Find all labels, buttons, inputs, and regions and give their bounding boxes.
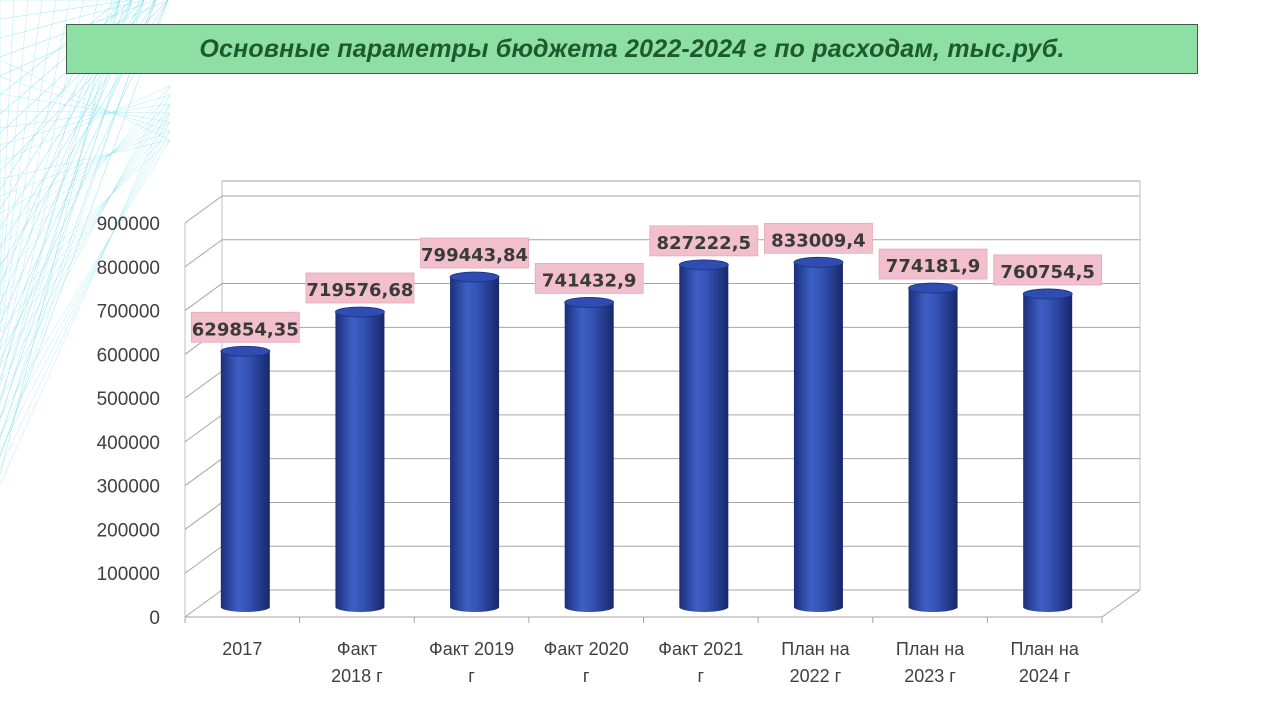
- grid-diagonal: [184, 239, 223, 268]
- y-tick-label: 200000: [97, 520, 160, 541]
- grid-diagonal: [184, 283, 223, 311]
- value-label: 799443,84: [421, 245, 528, 266]
- value-label-bg: [649, 225, 759, 257]
- y-tick-label: 300000: [97, 477, 160, 498]
- x-category-label: Факт 2021: [658, 639, 743, 659]
- bar-top: [449, 271, 500, 283]
- bar: [908, 288, 958, 612]
- x-category-label: План на: [1011, 639, 1080, 659]
- value-label: 833009,4: [771, 230, 866, 251]
- bar: [1023, 293, 1073, 612]
- grid-diagonal: [184, 370, 223, 399]
- x-category-label: 2022 г: [790, 666, 842, 686]
- grid-diagonal: [184, 545, 223, 574]
- x-category-label: Факт 2020: [544, 639, 629, 659]
- bar: [335, 311, 385, 612]
- bar-top: [793, 256, 844, 268]
- chart-title: Основные параметры бюджета 2022-2024 г п…: [199, 34, 1065, 63]
- y-tick-label: 100000: [97, 564, 160, 585]
- y-axis-ticks: 0 100000 200000 300000 400000 500000 600000 700…: [97, 214, 160, 629]
- x-category-label: План на: [896, 639, 965, 659]
- x-category-label: г: [698, 666, 705, 686]
- grid-diagonal: [184, 589, 223, 618]
- bar-top: [335, 306, 385, 318]
- x-category-label: 2017: [222, 639, 262, 659]
- x-category-label: 2018 г: [331, 666, 383, 686]
- grid-diagonal: [184, 502, 223, 530]
- bar-top: [908, 282, 958, 294]
- bar: [564, 302, 614, 612]
- bar-top: [1022, 288, 1073, 300]
- y-tick-label: 700000: [97, 302, 160, 323]
- value-label: 629854,35: [192, 319, 299, 340]
- x-axis-labels: 2017 Факт 2018 г Факт 2019 г Факт 2020 г Факт 2…: [184, 617, 1103, 686]
- value-labels: 629854,35 719576,68 799443,84 741432,9 82722…: [190, 222, 1103, 343]
- value-label: 741432,9: [542, 270, 637, 291]
- x-category-label: 2024 г: [1019, 666, 1071, 686]
- value-label-bg: [305, 272, 415, 304]
- y-tick-label: 800000: [97, 258, 160, 279]
- x-category-label: Факт 2019: [429, 639, 514, 659]
- bar: [793, 262, 843, 612]
- value-label-bg: [534, 263, 644, 294]
- bar: [450, 277, 500, 612]
- title-banner: Основные параметры бюджета 2022-2024 г п…: [66, 24, 1198, 74]
- bar: [220, 351, 270, 612]
- value-label-bg: [190, 311, 300, 343]
- grid-diagonal: [184, 195, 223, 224]
- bar-top: [564, 297, 615, 308]
- value-label-bg: [764, 222, 873, 254]
- grid-diagonal: [184, 414, 223, 443]
- bar: [679, 264, 729, 612]
- value-label-bg: [878, 248, 988, 280]
- x-category-label: г: [468, 666, 475, 686]
- value-label: 719576,68: [306, 280, 413, 301]
- y-tick-label: 600000: [97, 345, 160, 366]
- bar-top: [678, 259, 729, 271]
- value-label: 774181,9: [886, 256, 981, 277]
- value-label-bg: [420, 237, 529, 269]
- chart-bars: [220, 256, 1073, 612]
- grid-diagonal: [184, 458, 223, 487]
- x-category-label: Факт: [337, 639, 377, 659]
- bar-top: [220, 345, 271, 357]
- value-label-bg: [993, 254, 1103, 286]
- y-tick-label: 500000: [97, 389, 160, 410]
- x-category-label: План на: [781, 639, 850, 659]
- value-label: 760754,5: [1000, 262, 1095, 283]
- value-label: 827222,5: [657, 233, 752, 254]
- x-category-label: 2023 г: [904, 666, 956, 686]
- y-tick-label: 400000: [97, 433, 160, 454]
- x-category-label: г: [583, 666, 590, 686]
- y-tick-label: 900000: [97, 214, 160, 235]
- floor-edge: [1101, 589, 1141, 618]
- y-tick-label: 0: [149, 608, 160, 629]
